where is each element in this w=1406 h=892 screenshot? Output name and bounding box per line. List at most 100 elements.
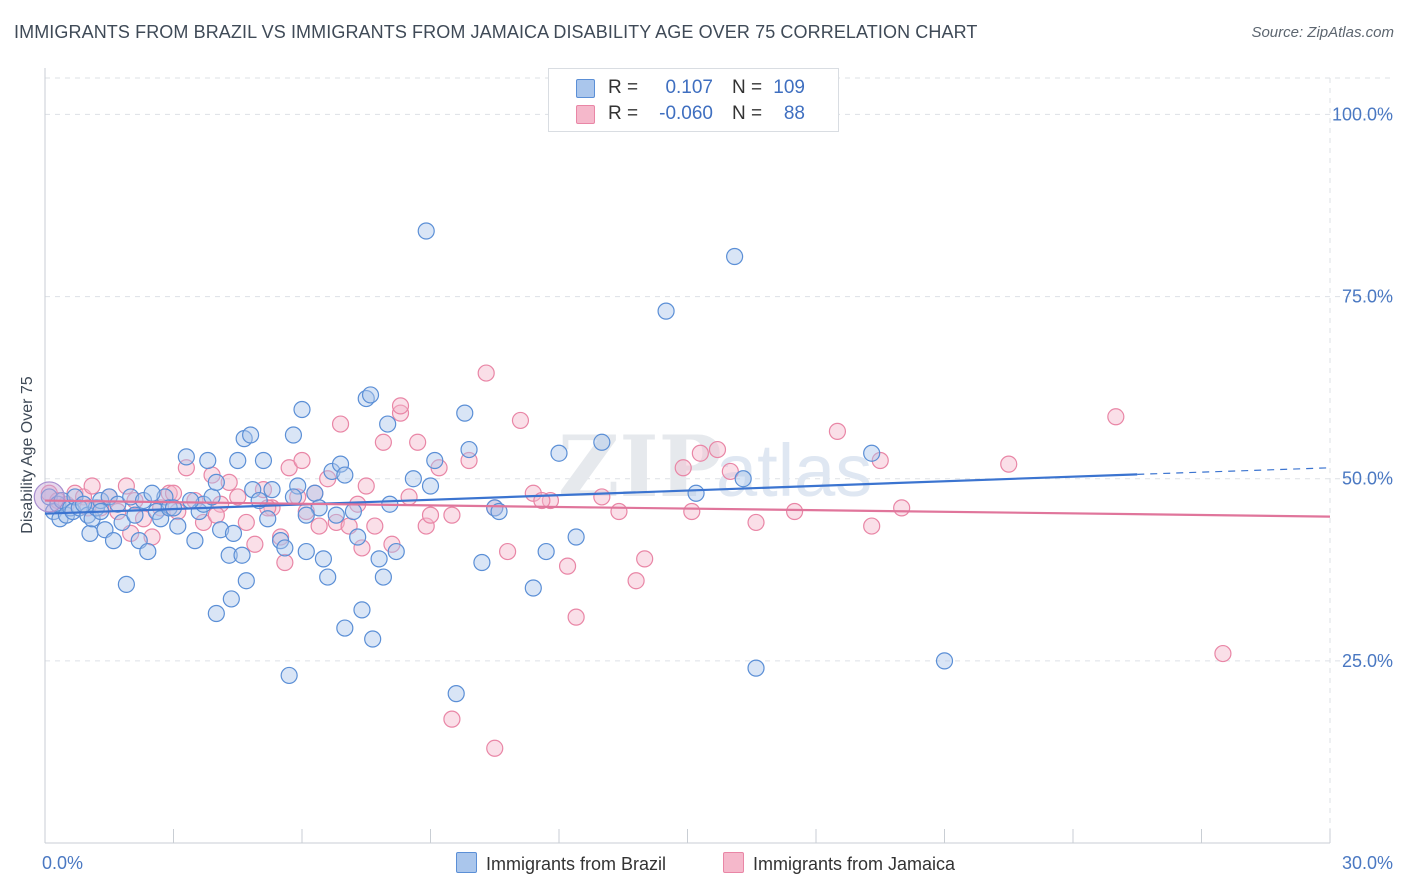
brazil-point <box>113 513 131 532</box>
jamaica-point <box>357 477 375 495</box>
brazil-point <box>863 444 881 462</box>
legend-row-jamaica: R = -0.060 N = 88 <box>549 101 838 127</box>
jamaica-point <box>747 513 765 532</box>
jamaica-point <box>1214 644 1232 663</box>
jamaica-point <box>691 444 709 462</box>
watermark-atlas: atlas <box>716 429 872 512</box>
brazil-point <box>417 222 435 240</box>
jamaica-point <box>276 553 294 572</box>
y-tick-label: 75.0% <box>1342 287 1393 307</box>
legend-row-brazil: R = 0.107 N = 109 <box>549 75 838 101</box>
brazil-point <box>336 466 354 484</box>
brazil-point <box>81 524 99 542</box>
jamaica-point <box>310 517 328 535</box>
brazil-point <box>182 491 200 510</box>
jamaica-point <box>610 502 628 521</box>
brazil-point <box>734 470 752 488</box>
legend-n-value: 88 <box>783 103 805 124</box>
brazil-point <box>364 630 382 648</box>
jamaica-point <box>499 542 517 561</box>
brazil-point <box>220 546 238 564</box>
jamaica-point <box>327 513 345 532</box>
legend-swatch-brazil <box>576 79 595 98</box>
brazil-point <box>104 532 123 550</box>
jamaica-point <box>1000 455 1018 473</box>
correlation-legend: R = 0.107 N = 109 R = -0.060 N = 88 <box>548 68 839 132</box>
jamaica-point <box>627 572 645 590</box>
legend-item-brazil[interactable]: Immigrants from Brazil <box>456 852 666 875</box>
brazil-point <box>361 386 380 404</box>
series-legend: Immigrants from Brazil Immigrants from J… <box>0 852 1406 876</box>
brazil-point <box>143 484 161 502</box>
legend-r-value: 0.107 <box>665 77 713 98</box>
jamaica-point <box>721 462 739 481</box>
jamaica-point <box>1107 408 1125 426</box>
brazil-point <box>237 572 255 590</box>
brazil-point <box>460 440 478 459</box>
brazil-point <box>297 542 315 561</box>
jamaica-point <box>117 477 135 495</box>
brazil-point <box>250 491 268 510</box>
brazil-point <box>117 575 135 593</box>
jamaica-point <box>893 499 911 517</box>
jamaica-point <box>207 506 225 524</box>
jamaica-point <box>417 517 435 535</box>
jamaica-point <box>366 517 384 535</box>
brazil-point <box>657 302 675 320</box>
brazil-point <box>404 470 422 488</box>
jamaica-point <box>83 477 101 495</box>
brazil-point <box>374 568 392 586</box>
brazil-point <box>207 473 225 491</box>
chart-title: IMMIGRANTS FROM BRAZIL VS IMMIGRANTS FRO… <box>14 22 978 42</box>
jamaica-point <box>220 473 238 491</box>
brazil-point <box>327 506 345 524</box>
jamaica-point <box>828 422 847 440</box>
jamaica-point <box>421 506 440 524</box>
brazil-point <box>935 652 954 670</box>
brazil-point <box>212 521 230 539</box>
brazil-point <box>186 532 204 550</box>
brazil-point <box>726 247 744 266</box>
jamaica-point <box>409 433 427 451</box>
jamaica-point <box>400 488 418 506</box>
jamaica-point <box>271 528 290 546</box>
brazil-point <box>199 451 217 470</box>
brazil-point <box>293 400 311 419</box>
tick-labels: 100.0% 75.0% 50.0% 25.0% 0.0% 30.0% <box>42 104 1393 873</box>
brazil-point <box>259 510 277 528</box>
jamaica-point <box>683 502 701 521</box>
overlap-point <box>33 481 65 513</box>
legend-item-jamaica[interactable]: Immigrants from Jamaica <box>723 852 955 875</box>
jamaica-point <box>280 459 298 477</box>
trend-lines <box>44 467 1331 518</box>
brazil-point <box>139 542 157 561</box>
y-tick-label: 25.0% <box>1342 651 1393 671</box>
y-tick-label: 100.0% <box>1332 104 1393 124</box>
jamaica-point <box>674 459 692 477</box>
axes <box>44 68 1331 844</box>
jamaica-point <box>486 739 504 757</box>
brazil-point <box>447 685 465 703</box>
legend-r-label: R = <box>608 77 639 98</box>
brazil-point <box>349 528 367 546</box>
brazil-point <box>421 477 440 495</box>
brazil-point <box>229 451 247 470</box>
brazil-point <box>473 553 491 572</box>
legend-swatch-brazil <box>456 852 477 873</box>
brazil-point <box>109 495 127 513</box>
jamaica-point <box>237 513 255 532</box>
brazil-point <box>314 550 333 568</box>
watermark-zip: ZIP <box>558 417 722 516</box>
legend-swatch-jamaica <box>576 105 595 124</box>
jamaica-point <box>511 411 530 430</box>
x-tick-label: 0.0% <box>42 853 83 873</box>
jamaica-point <box>391 404 410 422</box>
brazil-point <box>336 619 354 637</box>
jamaica-point <box>785 502 804 521</box>
legend-swatch-jamaica <box>723 852 744 873</box>
jamaica-point <box>246 535 264 553</box>
jamaica-point <box>353 539 371 557</box>
legend-r-label: R = <box>608 103 639 124</box>
brazil-point <box>550 444 568 462</box>
brazil-point <box>207 604 225 623</box>
